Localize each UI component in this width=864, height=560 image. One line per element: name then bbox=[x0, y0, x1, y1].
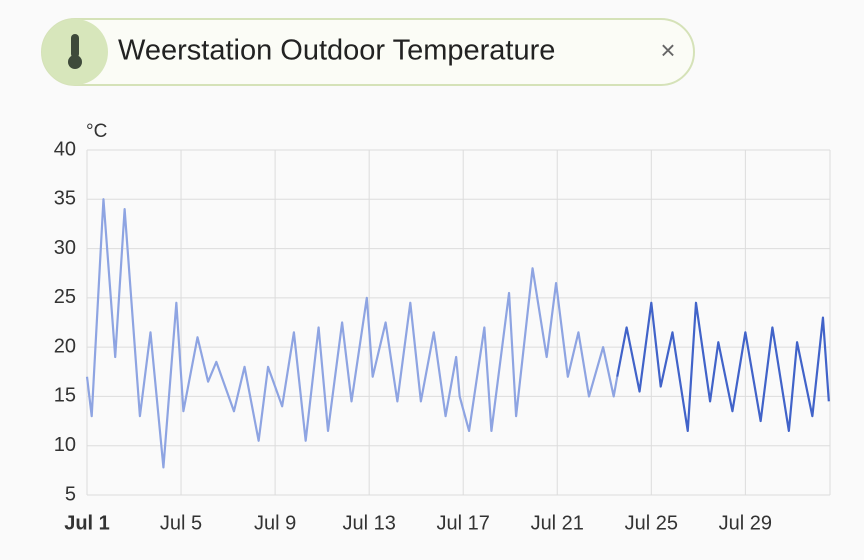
chart-title: Weerstation Outdoor Temperature bbox=[118, 35, 555, 67]
x-tick-label: Jul 1 bbox=[64, 512, 110, 534]
x-tick-label: Jul 9 bbox=[254, 512, 296, 534]
y-tick-label: 40 bbox=[54, 138, 76, 160]
plot: 5 10 15 20 25 30 35 40 Jul 1 Jul 5 Jul 9 Jul 13 Jul … bbox=[54, 138, 831, 534]
y-tick-label: 35 bbox=[54, 188, 76, 210]
thermometer-icon bbox=[68, 34, 82, 69]
temperature-line bbox=[616, 301, 830, 433]
close-button[interactable]: × bbox=[660, 35, 675, 65]
y-tick-label: 15 bbox=[54, 385, 76, 407]
x-tick-label: Jul 21 bbox=[531, 512, 584, 534]
x-tick-label: Jul 29 bbox=[719, 512, 772, 534]
x-tick-label: Jul 5 bbox=[160, 512, 202, 534]
temperature-line bbox=[85, 198, 619, 469]
y-axis-label: °C bbox=[86, 121, 107, 142]
x-tick-label: Jul 13 bbox=[342, 512, 395, 534]
x-tick-label: Jul 17 bbox=[437, 512, 490, 534]
x-tick-label: Jul 25 bbox=[625, 512, 678, 534]
y-tick-label: 5 bbox=[65, 483, 76, 505]
y-tick-label: 25 bbox=[54, 286, 76, 308]
y-tick-label: 20 bbox=[54, 335, 76, 357]
y-tick-label: 10 bbox=[54, 434, 76, 456]
y-tick-label: 30 bbox=[54, 237, 76, 259]
